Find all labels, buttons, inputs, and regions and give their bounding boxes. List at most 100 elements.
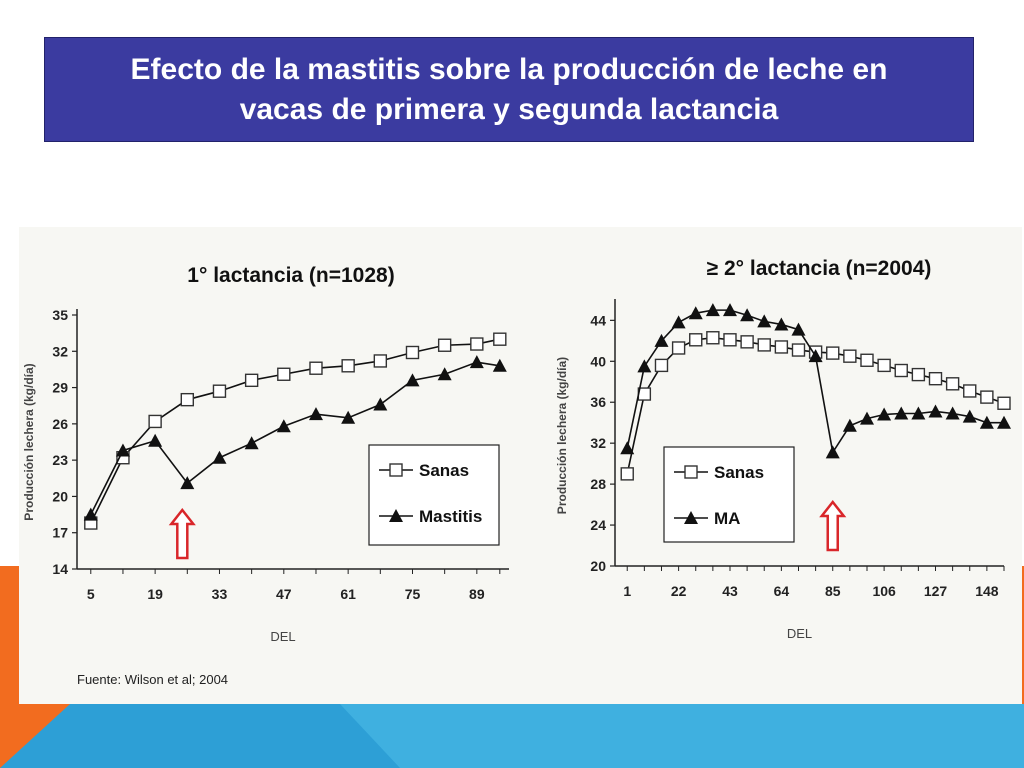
x-tick-label: 85 <box>825 583 841 599</box>
y-tick-label: 32 <box>590 435 606 451</box>
data-point-triangle <box>148 433 163 447</box>
data-point-square <box>928 371 943 386</box>
data-point-triangle <box>341 410 356 424</box>
chart-legend: Sanas Mastitis <box>368 444 500 546</box>
data-point-triangle <box>825 445 840 459</box>
x-tick-label: 47 <box>276 586 292 602</box>
data-point-square <box>470 337 484 351</box>
x-tick-label: 43 <box>722 583 738 599</box>
x-axis-label: DEL <box>787 626 812 641</box>
y-tick-label: 35 <box>52 307 68 323</box>
data-point-square <box>997 396 1011 410</box>
data-point-triangle <box>115 443 130 457</box>
data-point-square <box>706 331 720 345</box>
data-point-square <box>963 384 977 398</box>
x-tick-label: 1 <box>623 583 631 599</box>
chart-legend: Sanas MA <box>663 446 795 543</box>
data-point-square <box>911 367 926 382</box>
data-point-triangle <box>962 409 977 423</box>
data-point-triangle <box>688 306 703 320</box>
data-point-square <box>654 358 669 373</box>
slide-title: Efecto de la mastitis sobre la producció… <box>130 52 888 126</box>
y-tick-label: 26 <box>52 416 68 432</box>
data-point-triangle <box>705 303 720 317</box>
data-point-triangle <box>212 450 227 464</box>
data-point-square <box>180 392 194 407</box>
x-tick-label: 89 <box>469 586 485 602</box>
data-point-triangle <box>405 373 420 387</box>
data-point-square <box>860 353 874 367</box>
data-point-square <box>437 338 452 352</box>
chart-title: 1° lactancia (n=1028) <box>187 264 394 287</box>
data-point-square <box>212 384 227 398</box>
slide-title-box: Efecto de la mastitis sobre la producció… <box>44 37 974 142</box>
data-point-triangle <box>979 415 994 429</box>
legend-marker-triangle <box>389 509 403 522</box>
data-point-triangle <box>492 358 507 372</box>
x-tick-label: 106 <box>872 583 896 599</box>
data-point-triangle <box>808 349 823 363</box>
red-arrow-annotation <box>168 507 196 560</box>
y-tick-label: 17 <box>52 525 68 541</box>
data-point-triangle <box>757 314 772 328</box>
x-tick-label: 127 <box>924 583 948 599</box>
data-point-triangle <box>373 397 388 411</box>
data-point-square <box>493 332 507 346</box>
data-point-square <box>774 340 789 354</box>
data-point-square <box>826 346 840 360</box>
legend-marker-square <box>389 463 403 477</box>
x-tick-label: 61 <box>340 586 356 602</box>
data-point-square <box>894 363 908 378</box>
legend-label: MA <box>714 509 740 528</box>
y-tick-label: 23 <box>52 452 68 468</box>
series-line-mastitis <box>90 361 500 515</box>
y-tick-label: 24 <box>590 517 606 533</box>
x-axis-label: DEL <box>270 629 295 644</box>
data-point-triangle <box>928 404 943 418</box>
y-tick-label: 32 <box>52 343 68 359</box>
data-point-triangle <box>469 355 484 369</box>
red-arrow-annotation <box>819 499 847 552</box>
data-point-square <box>373 354 388 368</box>
chart-first-lactation: 1° lactancia (n=1028) 14 17 20 23 26 29 32 35 5 19… <box>22 264 509 644</box>
data-point-triangle <box>791 322 806 336</box>
data-point-triangle <box>308 407 323 421</box>
figure-panel: 1° lactancia (n=1028) 14 17 20 23 26 29 32 35 5 19… <box>19 227 1022 704</box>
data-point-square <box>405 345 420 360</box>
x-tick-label: 5 <box>87 586 95 602</box>
data-point-triangle <box>244 436 259 450</box>
data-point-square <box>277 367 291 381</box>
data-point-triangle <box>997 415 1011 429</box>
data-point-triangle <box>877 407 892 421</box>
data-point-triangle <box>911 406 926 420</box>
chart-title: ≥ 2° lactancia (n=2004) <box>707 257 932 280</box>
data-point-square <box>620 467 634 481</box>
data-point-triangle <box>180 476 195 490</box>
data-point-triangle <box>620 441 635 455</box>
y-tick-label: 14 <box>52 561 68 577</box>
data-point-triangle <box>740 308 755 322</box>
y-axis-label: Producción lechera (kg/día) <box>22 363 36 520</box>
y-tick-label: 28 <box>590 476 606 492</box>
data-point-square <box>877 358 891 373</box>
chart-second-lactation: ≥ 2° lactancia (n=2004) 20 24 28 32 36 40 44 1 22… <box>555 257 1011 641</box>
blue-bottom-light-band <box>340 704 1024 768</box>
legend-label: Mastitis <box>419 507 482 526</box>
x-tick-label: 33 <box>212 586 228 602</box>
data-point-triangle <box>637 359 652 373</box>
legend-label: Sanas <box>419 461 469 480</box>
data-point-triangle <box>276 419 291 433</box>
x-tick-label: 64 <box>774 583 790 599</box>
data-point-square <box>757 338 771 352</box>
data-point-triangle <box>83 507 98 521</box>
data-point-square <box>740 335 754 349</box>
legend-box <box>663 446 795 543</box>
source-citation: Fuente: Wilson et al; 2004 <box>77 672 228 687</box>
y-tick-label: 40 <box>590 353 606 369</box>
data-point-square <box>244 373 259 388</box>
y-tick-label: 36 <box>590 394 606 410</box>
data-point-square <box>723 333 737 347</box>
data-point-triangle <box>842 418 857 432</box>
y-axis-label: Producción lechera (kg/día) <box>555 357 569 514</box>
